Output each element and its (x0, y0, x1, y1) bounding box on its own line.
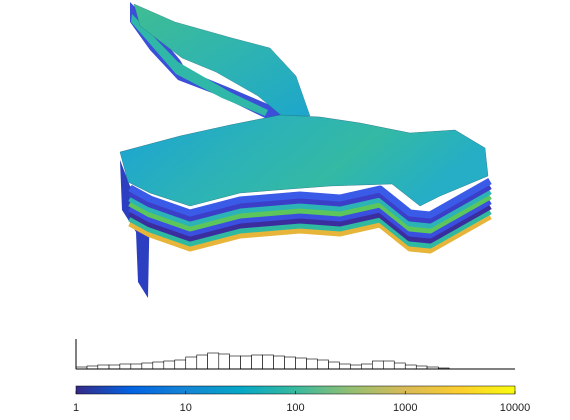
reservoir-model (119, 2, 490, 298)
colorbar-tick-label: 100 (286, 402, 304, 414)
hist-bar (328, 361, 340, 370)
hist-bar (295, 357, 307, 370)
hist-bar (97, 364, 110, 370)
hist-bar (372, 360, 384, 370)
hist-bar (339, 363, 351, 370)
hist-bar (306, 358, 318, 370)
hist-bar (350, 364, 362, 370)
hist-bar (119, 363, 132, 370)
arm-side-layer (131, 14, 268, 116)
hist-bar (284, 356, 296, 370)
hist-bar (130, 363, 143, 370)
colorbar-tick-label: 10 (180, 402, 192, 414)
hist-bar (262, 354, 274, 370)
hist-bar (240, 355, 252, 370)
hist-bar (207, 352, 220, 370)
hist-bar (361, 363, 373, 370)
hist-bar (404, 364, 417, 370)
hist-bar (273, 355, 285, 370)
colorbar-tick-label: 10000 (500, 402, 531, 414)
hist-bar (317, 359, 329, 370)
hist-bar (163, 360, 176, 370)
hist-bar (152, 361, 165, 370)
hist-bar (174, 359, 187, 370)
hist-bar (383, 360, 395, 370)
hist-bar (108, 364, 121, 370)
hist-bar (393, 362, 406, 370)
hist-bar (196, 354, 208, 370)
colorbar-tick-label: 1000 (393, 402, 417, 414)
hist-bar (229, 355, 241, 370)
hist-bar (251, 354, 263, 370)
arm-side (130, 2, 285, 118)
histogram (75, 352, 450, 370)
hist-bar (141, 362, 154, 370)
hist-bar (218, 353, 230, 370)
hist-bar (185, 356, 198, 370)
top-surface (119, 114, 489, 207)
colorbar-tick-label: 1 (73, 402, 79, 414)
